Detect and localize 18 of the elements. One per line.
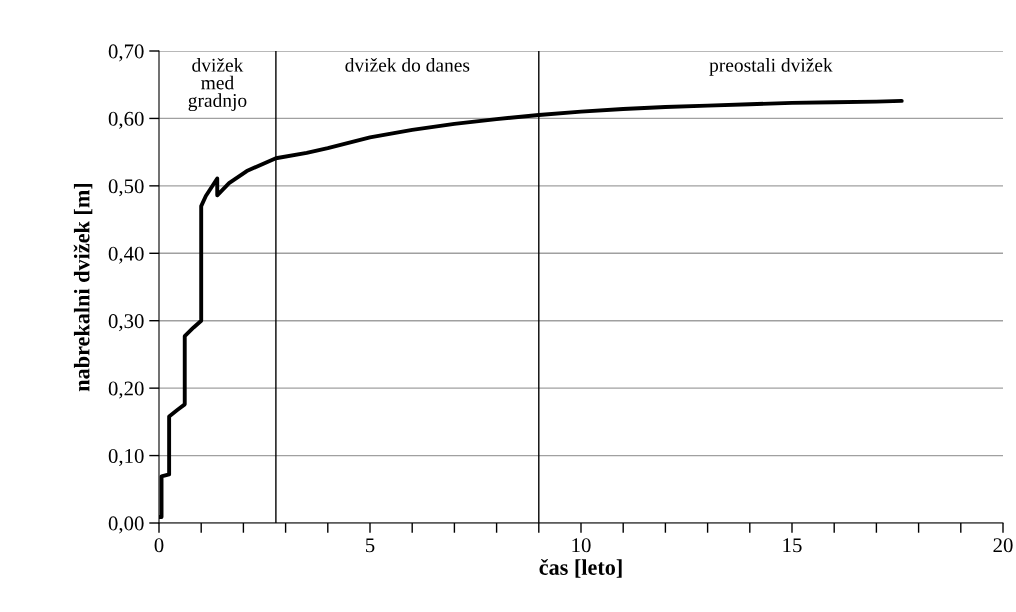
y-tick-label: 0,50 <box>108 179 144 197</box>
x-tick-label: 20 <box>993 538 1013 553</box>
y-tick-label: 0,00 <box>108 516 144 534</box>
x-tick-label: 0 <box>154 538 164 553</box>
annotation: dvižek med gradnjo <box>188 58 247 112</box>
y-tick-label: 0,60 <box>108 111 144 129</box>
y-tick-label: 0,30 <box>108 314 144 332</box>
x-tick-label: 10 <box>572 538 591 553</box>
y-tick-label: 0,70 <box>108 44 144 62</box>
y-axis-title: nabrekalni dvižek [m] <box>73 183 93 392</box>
x-tick-label: 15 <box>783 538 802 553</box>
x-axis-title: čas [leto] <box>539 559 622 578</box>
annotation: preostali dvižek <box>709 58 833 76</box>
y-tick-label: 0,20 <box>108 381 144 399</box>
y-tick-label: 0,10 <box>108 448 144 466</box>
x-tick-label: 5 <box>366 538 375 553</box>
y-tick-label: 0,40 <box>108 246 144 264</box>
annotation: dvižek do danes <box>345 58 470 72</box>
